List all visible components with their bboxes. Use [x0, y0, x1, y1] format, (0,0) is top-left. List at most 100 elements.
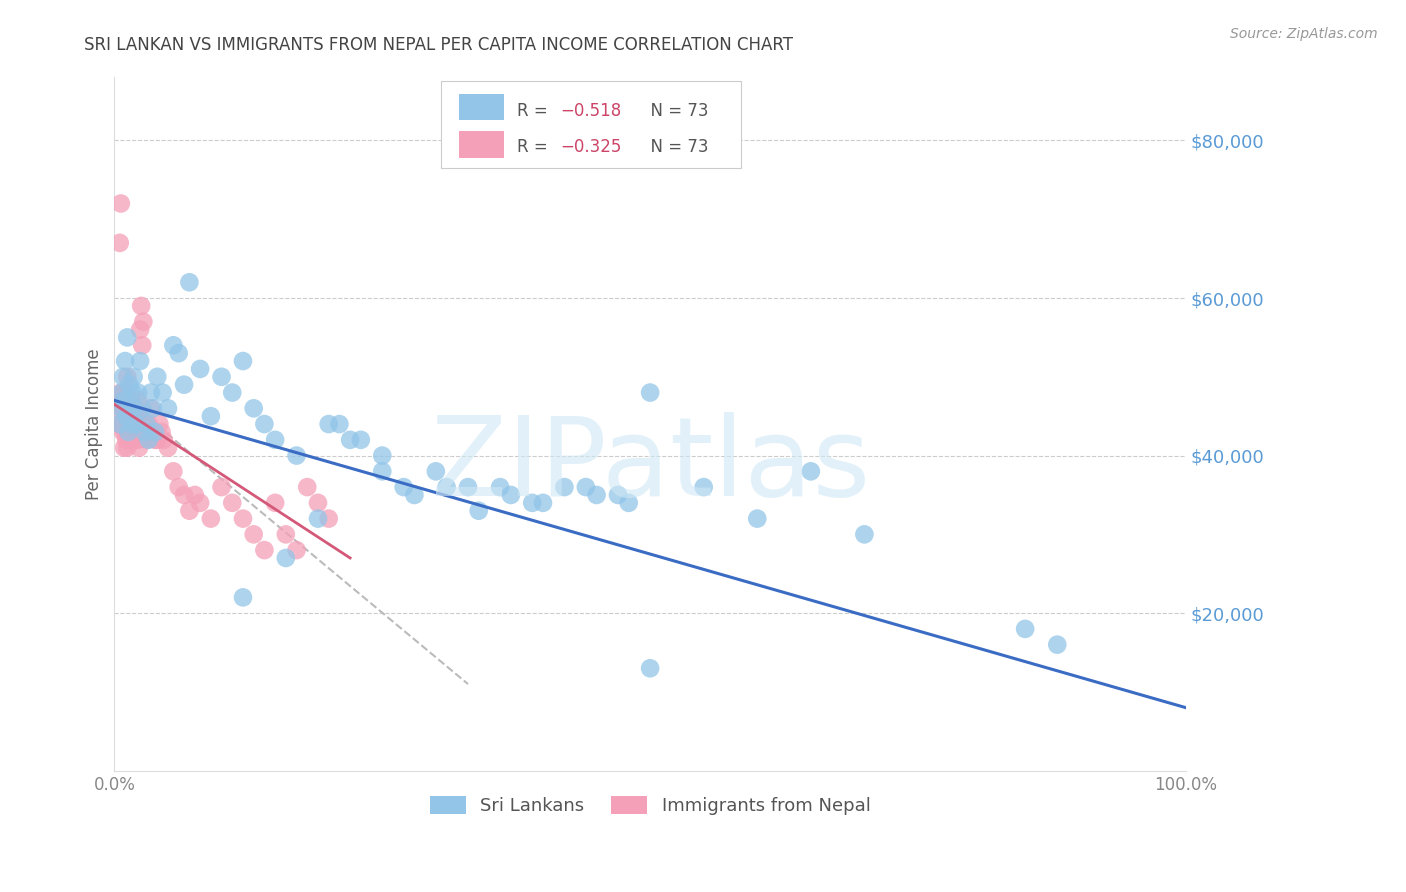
Point	[274, 551, 297, 566]
Point	[122, 425, 145, 439]
Point	[125, 417, 148, 431]
Point	[142, 401, 165, 416]
Point	[232, 511, 254, 525]
Point	[211, 369, 233, 384]
Point	[120, 401, 142, 416]
Point	[117, 417, 139, 431]
Point	[131, 401, 153, 416]
Point	[638, 385, 661, 400]
Point	[499, 488, 522, 502]
Point	[146, 369, 169, 384]
Text: N = 73: N = 73	[641, 137, 709, 155]
Point	[115, 409, 138, 424]
Point	[115, 433, 138, 447]
Point	[121, 417, 143, 431]
Point	[575, 480, 598, 494]
Point	[307, 496, 329, 510]
Point	[152, 433, 174, 447]
Point	[110, 196, 132, 211]
Point	[120, 409, 142, 424]
Point	[125, 401, 148, 416]
Text: R =: R =	[517, 137, 554, 155]
Point	[114, 354, 136, 368]
Point	[111, 393, 134, 408]
Point	[143, 425, 166, 439]
Point	[121, 401, 143, 416]
Point	[162, 464, 184, 478]
Point	[138, 433, 160, 447]
Text: Source: ZipAtlas.com: Source: ZipAtlas.com	[1230, 27, 1378, 41]
Point	[125, 417, 148, 431]
Point	[112, 441, 135, 455]
Point	[115, 385, 138, 400]
Point	[135, 417, 157, 431]
Point	[747, 511, 769, 525]
Point	[425, 464, 447, 478]
Point	[150, 425, 173, 439]
Point	[242, 527, 264, 541]
Point	[132, 315, 155, 329]
Point	[112, 385, 135, 400]
Point	[328, 417, 350, 431]
Point	[114, 425, 136, 439]
Point	[134, 417, 156, 431]
Point	[167, 346, 190, 360]
Point	[285, 543, 308, 558]
Point	[253, 543, 276, 558]
Point	[124, 433, 146, 447]
Text: R =: R =	[517, 102, 554, 120]
Point	[139, 401, 162, 416]
Point	[318, 417, 340, 431]
Point	[188, 496, 211, 510]
Text: ZIPatlas: ZIPatlas	[430, 412, 870, 519]
Point	[184, 488, 207, 502]
Point	[152, 385, 174, 400]
Point	[392, 480, 415, 494]
Point	[221, 385, 243, 400]
Point	[436, 480, 458, 494]
Point	[131, 338, 153, 352]
Point	[139, 385, 162, 400]
Point	[179, 504, 201, 518]
Point	[264, 496, 287, 510]
Point	[129, 354, 152, 368]
Point	[127, 393, 149, 408]
Point	[457, 480, 479, 494]
Point	[134, 425, 156, 439]
Point	[127, 433, 149, 447]
Point	[108, 235, 131, 250]
Point	[371, 449, 394, 463]
Point	[110, 385, 132, 400]
Point	[127, 385, 149, 400]
Point	[118, 377, 141, 392]
Point	[274, 527, 297, 541]
Point	[242, 401, 264, 416]
Point	[111, 401, 134, 416]
Point	[350, 433, 373, 447]
Point	[125, 425, 148, 439]
Point	[124, 409, 146, 424]
Point	[146, 433, 169, 447]
Point	[297, 480, 319, 494]
Point	[617, 496, 640, 510]
FancyBboxPatch shape	[441, 81, 741, 168]
Point	[108, 401, 131, 416]
Point	[128, 441, 150, 455]
Point	[118, 417, 141, 431]
Point	[692, 480, 714, 494]
Point	[253, 417, 276, 431]
Point	[318, 511, 340, 525]
Point	[117, 441, 139, 455]
Point	[173, 488, 195, 502]
Point	[200, 409, 222, 424]
Point	[853, 527, 876, 541]
Point	[129, 299, 152, 313]
Point	[124, 401, 146, 416]
Text: −0.325: −0.325	[560, 137, 621, 155]
Point	[120, 409, 142, 424]
Point	[111, 369, 134, 384]
Point	[285, 449, 308, 463]
Point	[339, 433, 361, 447]
Point	[179, 275, 201, 289]
Point	[108, 417, 131, 431]
